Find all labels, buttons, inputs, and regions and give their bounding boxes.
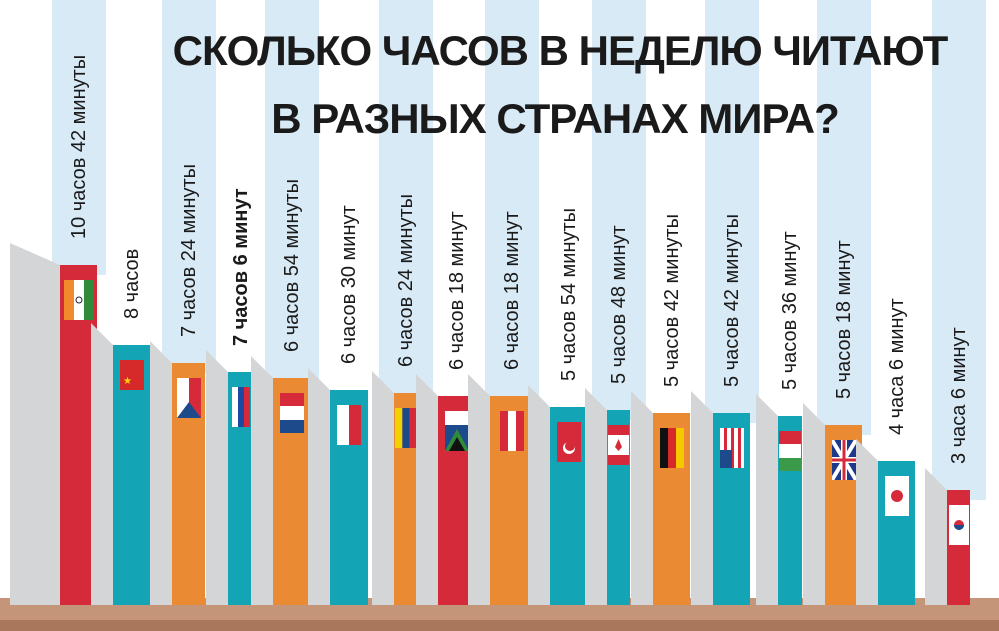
book-cover [150,341,172,605]
value-label: 4 часа 6 минут [885,298,908,435]
label-column-strip [816,0,871,435]
venezuela-flag-icon [395,408,417,453]
label-column-strip [161,0,216,373]
value-label: 6 часов 30 минут [338,205,360,364]
value-label: 8 часов [120,248,143,319]
book-cover [468,374,490,605]
japan-flag-icon [884,476,909,521]
svg-text:★: ★ [123,376,132,387]
label-column-strip [379,0,433,403]
book-cover [91,323,113,605]
label-column-strip [704,0,759,423]
bookshelf-edge [0,620,999,631]
book-cover [803,403,825,605]
label-column-strip [591,0,646,420]
usa-flag-icon [719,428,744,473]
title-line-2: В РАЗНЫХ СТРАНАХ МИРА? [271,95,840,142]
value-label: 6 часов 24 минуты [395,193,417,367]
turkey-flag-icon [557,422,581,467]
austria-flag-icon [499,411,524,456]
label-column-strip [484,0,539,406]
book-cover [585,388,607,605]
book-cover [691,391,713,605]
book-spine-bar [60,265,97,605]
book-cover [856,439,878,605]
russia-flag-icon [231,387,250,432]
book-cover [308,368,330,605]
china-flag-icon: ★ [119,360,144,395]
label-column-strip [265,0,319,388]
value-label: 6 часов 18 минут [445,211,468,370]
uk-flag-icon [829,438,858,485]
netherlands-flag-icon [280,393,304,438]
south-africa-flag-icon [444,411,469,456]
czech-flag-icon [176,378,201,423]
canada-flag-icon [608,425,629,470]
book-cover [416,374,438,605]
value-label: 6 часов 54 минуты [281,178,303,352]
value-label: 5 часов 36 минут [779,231,801,390]
value-label: 6 часов 18 минут [500,211,523,370]
book-cover [756,394,778,605]
value-label: 5 часов 42 минуты [720,213,743,387]
india-flag-icon [63,280,94,325]
germany-flag-icon [659,428,684,473]
book-cover [372,371,394,605]
value-label: 5 часов 42 минуты [660,213,683,387]
book-cover [925,468,947,605]
value-label: 10 часов 42 минуты [67,54,90,239]
france-flag-icon [337,405,361,450]
label-column-strip [51,0,106,275]
book-cover [10,243,60,605]
book-cover [631,391,653,605]
label-column-strip [931,0,986,500]
value-label: 5 часов 18 минут [832,240,855,399]
book-cover [528,385,550,605]
value-label: 3 часа 6 минут [947,327,970,464]
korea-flag-icon [948,505,969,550]
value-label: 5 часов 48 минут [607,225,630,384]
value-label: 7 часов 24 минуты [177,163,200,337]
book-cover [251,356,273,605]
value-label: 5 часов 54 минуты [558,207,580,381]
book-cover [206,350,228,605]
hungary-flag-icon [779,431,801,476]
title-line-1: СКОЛЬКО ЧАСОВ В НЕДЕЛЮ ЧИТАЮТ [172,27,949,74]
value-label: 7 часов 6 минут [229,188,252,346]
